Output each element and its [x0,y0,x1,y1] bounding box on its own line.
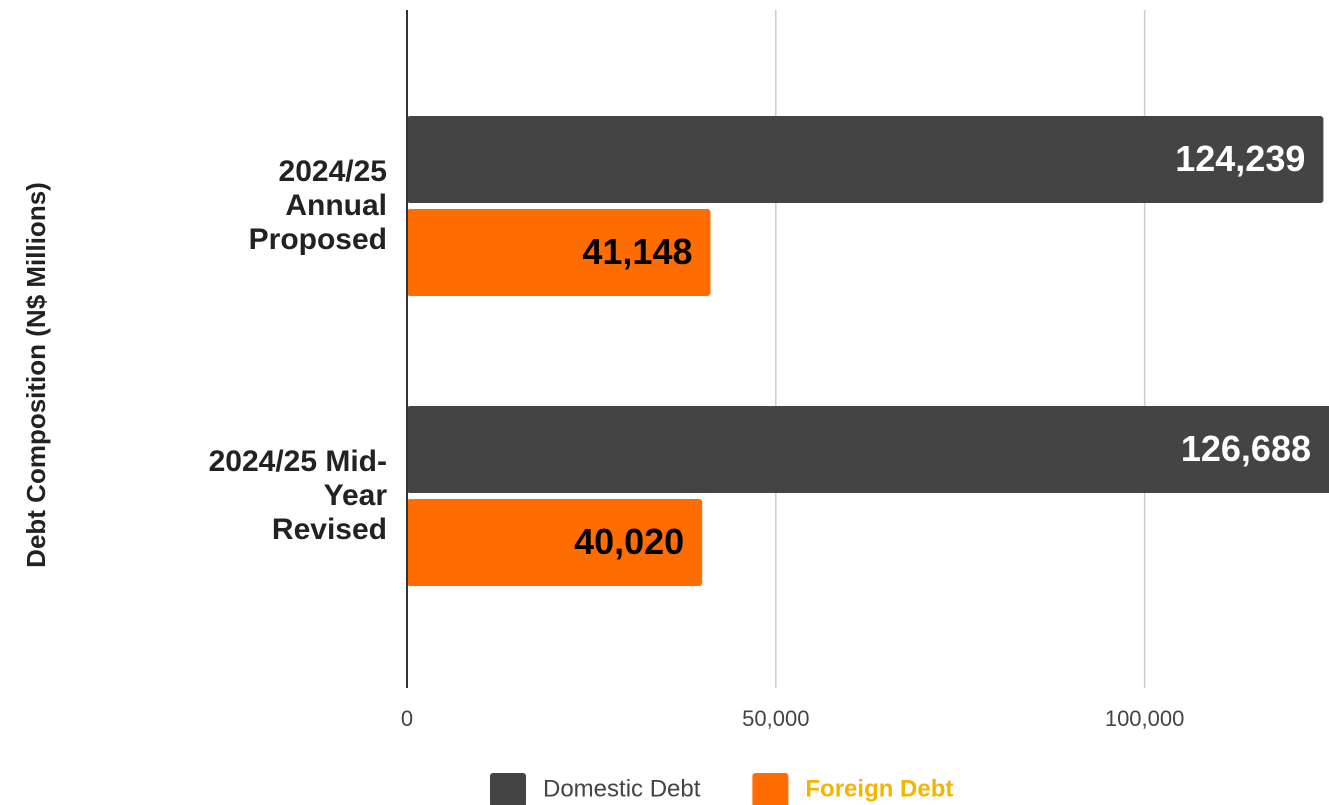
category-label: 2024/25 Mid-Year Revised [208,445,387,546]
bar [407,209,711,296]
legend-label: Foreign Debt [805,775,953,802]
value-label: 40,020 [574,521,684,562]
bar [407,406,1329,493]
category-label: 2024/25 Annual Proposed [248,155,387,256]
value-label: 126,688 [1181,428,1311,469]
x-tick-label: 100,000 [1105,706,1185,731]
bar [407,499,703,586]
legend-swatch [752,773,789,805]
y-axis-title: Debt Composition (N$ Millions) [21,182,51,568]
x-tick-label: 0 [401,706,413,731]
legend-swatch [490,773,526,805]
value-label: 124,239 [1175,138,1305,179]
x-tick-label: 50,000 [742,706,809,731]
legend-label: Domestic Debt [543,775,701,802]
bar [407,116,1324,203]
value-label: 41,148 [582,231,692,272]
